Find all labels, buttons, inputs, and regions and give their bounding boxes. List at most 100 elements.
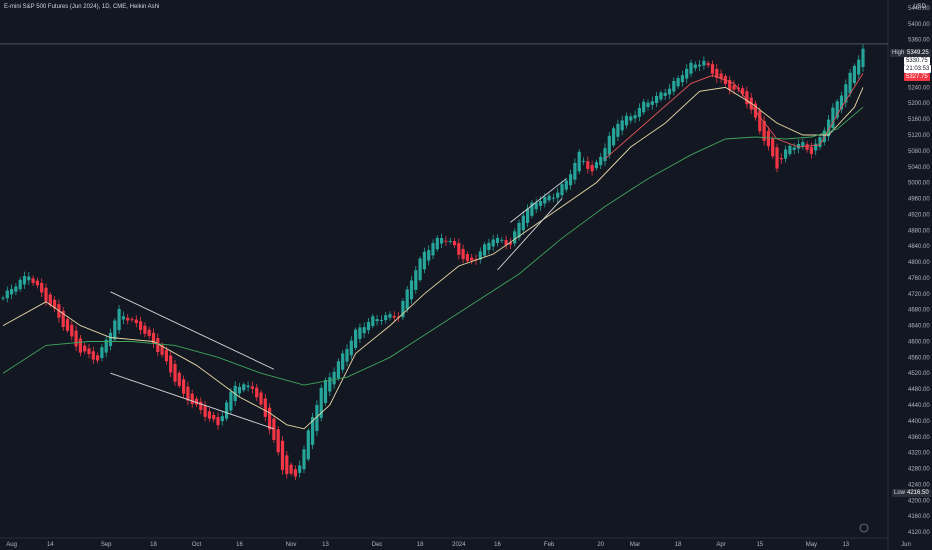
x-tick-label: Aug <box>6 542 17 548</box>
candle-body <box>199 401 203 410</box>
y-tick-label: 5200.00 <box>908 101 930 107</box>
x-tick-label: Mar <box>630 542 640 548</box>
candle-body <box>693 64 697 69</box>
candle-body <box>341 353 345 370</box>
candle-body <box>809 147 813 154</box>
y-tick-label: 4840.00 <box>908 244 930 250</box>
candle-body <box>685 68 689 79</box>
y-tick-label: 4440.00 <box>908 403 930 409</box>
candle-body <box>779 157 783 160</box>
candle-body <box>323 380 328 403</box>
y-tick-label: 5120.00 <box>908 133 930 139</box>
candle-body <box>702 60 706 66</box>
candle-body <box>805 144 809 150</box>
candle-body <box>676 78 680 87</box>
candle-body <box>543 197 547 204</box>
candle-body <box>104 339 108 353</box>
y-tick-label: 5240.00 <box>908 85 930 91</box>
moving-average-line <box>604 73 864 160</box>
candle-body <box>91 351 95 360</box>
candle-body <box>852 65 856 84</box>
candle-body <box>207 411 211 419</box>
trendline <box>497 198 563 271</box>
trendline <box>510 178 567 223</box>
candle-body <box>736 87 740 90</box>
x-tick-label: Jun <box>901 542 911 548</box>
y-tick-label: 4640.00 <box>908 324 930 330</box>
candle-body <box>177 372 181 386</box>
candle-body <box>306 430 310 460</box>
candle-body <box>388 314 392 318</box>
bolt-icon <box>859 523 869 533</box>
candle-body <box>139 321 143 331</box>
candle-body <box>362 327 366 334</box>
candle-body <box>173 364 177 382</box>
candle-body <box>409 280 414 300</box>
high-label: High <box>890 49 907 57</box>
candle-body <box>358 327 362 339</box>
candle-body <box>741 88 745 95</box>
candle-body <box>242 384 246 391</box>
candle-body <box>517 222 521 238</box>
candle-body <box>762 120 766 141</box>
candle-body <box>134 319 138 324</box>
candle-body <box>22 276 27 285</box>
candle-body <box>315 404 319 431</box>
candle-body <box>663 92 667 97</box>
candle-body <box>255 387 259 398</box>
x-tick-label: 13 <box>322 542 329 548</box>
candle-body <box>650 101 654 105</box>
candle-body <box>164 349 168 362</box>
candle-body <box>405 289 409 310</box>
candle-body <box>229 391 233 411</box>
candle-body <box>126 317 130 321</box>
candle-body <box>349 340 353 356</box>
currency-label[interactable]: USD <box>913 4 926 10</box>
candle-body <box>61 310 65 327</box>
candle-body <box>801 142 805 147</box>
trendline <box>110 372 275 430</box>
x-tick-label: Apr <box>716 542 725 548</box>
candle-body <box>311 417 315 445</box>
candle-body <box>44 287 48 302</box>
candle-body <box>31 278 35 283</box>
candle-body <box>586 161 590 169</box>
candle-body <box>225 402 229 419</box>
candle-body <box>435 237 439 250</box>
candle-body <box>642 101 646 113</box>
candle-body <box>268 407 272 430</box>
candle-body <box>513 231 517 244</box>
candle-body <box>440 238 444 244</box>
candle-body <box>371 316 375 327</box>
candle-body <box>319 388 323 418</box>
candle-body <box>792 147 796 150</box>
candle-body <box>655 95 659 104</box>
candle-body <box>272 418 276 440</box>
candle-body <box>818 137 822 148</box>
y-tick-label: 4480.00 <box>908 387 930 393</box>
candle-body <box>822 130 826 143</box>
candle-body <box>835 101 839 118</box>
y-tick-label: 4760.00 <box>908 276 930 282</box>
y-tick-label: 4120.00 <box>908 530 930 536</box>
last-price-tag: 5330.75 <box>904 57 930 65</box>
candle-body <box>216 417 220 426</box>
candle-body <box>646 102 650 107</box>
candle-body <box>35 280 39 286</box>
candle-body <box>78 338 82 353</box>
candle-body <box>461 248 465 260</box>
candle-body <box>569 174 573 186</box>
y-tick-label: 5000.00 <box>908 181 930 187</box>
candle-body <box>581 160 586 162</box>
candle-body <box>212 414 216 420</box>
candle-body <box>151 332 156 344</box>
candle-body <box>83 345 87 352</box>
x-tick-label: 18 <box>150 542 157 548</box>
candle-body <box>612 128 616 146</box>
y-tick-label: 5040.00 <box>908 165 930 171</box>
candle-body <box>637 107 641 117</box>
y-tick-label: 4200.00 <box>908 498 930 504</box>
candle-body <box>715 68 719 78</box>
